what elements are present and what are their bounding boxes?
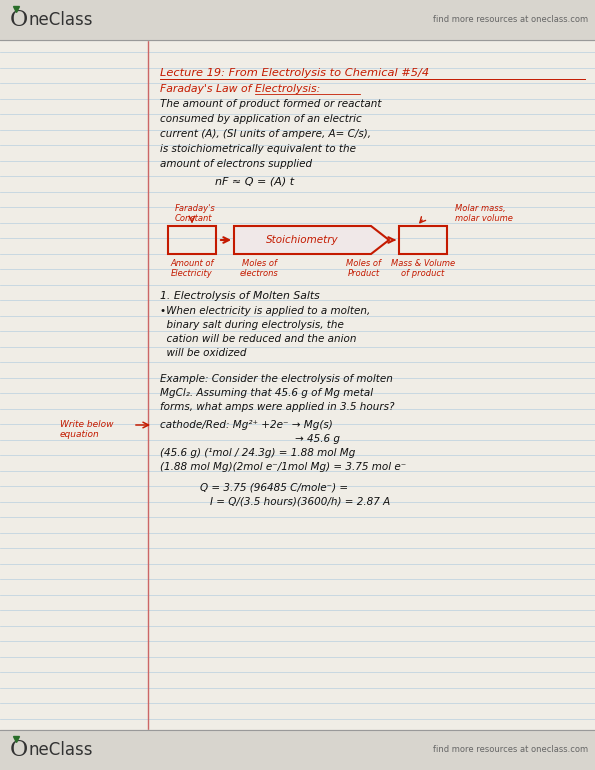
Text: will be oxidized: will be oxidized bbox=[160, 348, 246, 358]
Text: Amount of
Electricity: Amount of Electricity bbox=[170, 259, 214, 279]
Text: Faraday's
Constant: Faraday's Constant bbox=[175, 204, 216, 223]
Text: forms, what amps were applied in 3.5 hours?: forms, what amps were applied in 3.5 hou… bbox=[160, 402, 394, 412]
Text: (1.88 mol Mg)(2mol e⁻/1mol Mg) = 3.75 mol e⁻: (1.88 mol Mg)(2mol e⁻/1mol Mg) = 3.75 mo… bbox=[160, 462, 406, 472]
Text: 1. Electrolysis of Molten Salts: 1. Electrolysis of Molten Salts bbox=[160, 291, 320, 301]
Text: •When electricity is applied to a molten,: •When electricity is applied to a molten… bbox=[160, 306, 370, 316]
Text: find more resources at oneclass.com: find more resources at oneclass.com bbox=[433, 15, 588, 25]
Text: Stoichiometry: Stoichiometry bbox=[266, 235, 339, 245]
Text: Faraday's Law of Electrolysis:: Faraday's Law of Electrolysis: bbox=[160, 84, 320, 94]
Text: O: O bbox=[10, 739, 28, 761]
Text: cation will be reduced and the anion: cation will be reduced and the anion bbox=[160, 334, 356, 344]
Text: cathode/Red: Mg²⁺ +2e⁻ → Mg(s): cathode/Red: Mg²⁺ +2e⁻ → Mg(s) bbox=[160, 420, 333, 430]
Bar bbox=[168, 226, 216, 254]
Text: amount of electrons supplied: amount of electrons supplied bbox=[160, 159, 312, 169]
Text: Example: Consider the electrolysis of molten: Example: Consider the electrolysis of mo… bbox=[160, 374, 393, 384]
Text: (45.6 g) (¹mol / 24.3g) = 1.88 mol Mg: (45.6 g) (¹mol / 24.3g) = 1.88 mol Mg bbox=[160, 448, 355, 458]
Text: binary salt during electrolysis, the: binary salt during electrolysis, the bbox=[160, 320, 344, 330]
Text: O: O bbox=[10, 9, 28, 31]
Text: find more resources at oneclass.com: find more resources at oneclass.com bbox=[433, 745, 588, 755]
Text: I = Q/(3.5 hours)(3600/h) = 2.87 A: I = Q/(3.5 hours)(3600/h) = 2.87 A bbox=[210, 496, 390, 506]
Text: Write below
equation: Write below equation bbox=[60, 420, 114, 440]
Bar bbox=[0, 730, 595, 770]
Bar bbox=[0, 0, 595, 40]
Text: → 45.6 g: → 45.6 g bbox=[295, 434, 340, 444]
Text: MgCl₂. Assuming that 45.6 g of Mg metal: MgCl₂. Assuming that 45.6 g of Mg metal bbox=[160, 388, 373, 398]
Text: nF ≈ Q = (A) t: nF ≈ Q = (A) t bbox=[215, 176, 294, 186]
Text: Q = 3.75 (96485 C/mole⁻) =: Q = 3.75 (96485 C/mole⁻) = bbox=[200, 482, 348, 492]
Text: neClass: neClass bbox=[28, 11, 92, 29]
Text: Moles of
Product: Moles of Product bbox=[346, 259, 381, 279]
Text: Lecture 19: From Electrolysis to Chemical #5/4: Lecture 19: From Electrolysis to Chemica… bbox=[160, 68, 429, 78]
Text: current (A), (SI units of ampere, A= C/s),: current (A), (SI units of ampere, A= C/s… bbox=[160, 129, 371, 139]
Text: is stoichiometrically equivalent to the: is stoichiometrically equivalent to the bbox=[160, 144, 356, 154]
Text: The amount of product formed or reactant: The amount of product formed or reactant bbox=[160, 99, 381, 109]
Text: neClass: neClass bbox=[28, 741, 92, 759]
Bar bbox=[399, 226, 447, 254]
Text: Moles of
electrons: Moles of electrons bbox=[240, 259, 278, 279]
Text: consumed by application of an electric: consumed by application of an electric bbox=[160, 114, 362, 124]
Text: Mass & Volume
of product: Mass & Volume of product bbox=[391, 259, 455, 279]
Polygon shape bbox=[234, 226, 389, 254]
Text: Molar mass,
molar volume: Molar mass, molar volume bbox=[455, 204, 513, 223]
